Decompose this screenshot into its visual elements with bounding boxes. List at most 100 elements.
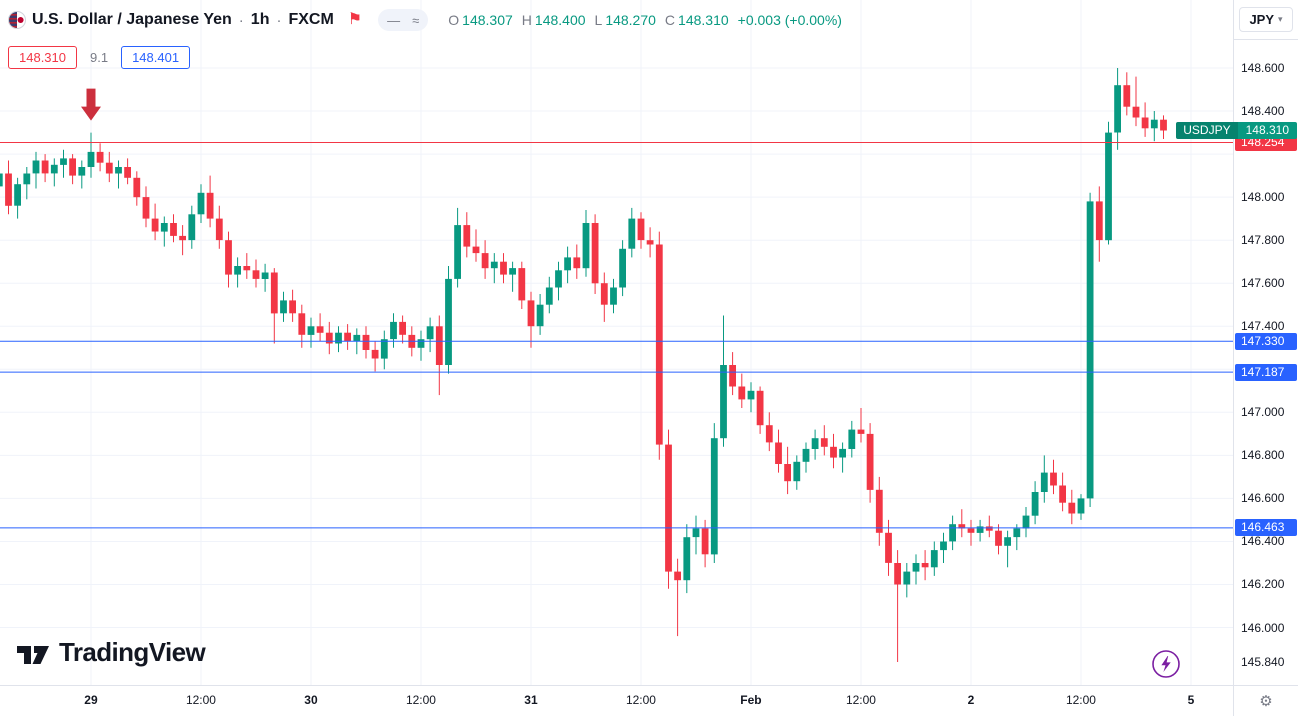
candle-body <box>628 218 636 249</box>
high-value: 148.400 <box>534 12 586 28</box>
exchange-label[interactable]: FXCM <box>288 11 334 28</box>
candle-body <box>940 541 947 551</box>
last-price-chip[interactable]: USDJPY 148.310 <box>1176 121 1297 139</box>
price-axis[interactable]: JPY ▾ USDJPY 148.310 148.600 148.400 148.0… <box>1176 0 1298 685</box>
candle-body <box>69 158 76 176</box>
candle-body <box>463 225 471 247</box>
sell-arrow-marker[interactable] <box>81 88 101 121</box>
candle-body <box>1095 201 1103 241</box>
candle-body <box>536 304 544 327</box>
candlestick-chart-canvas[interactable] <box>0 0 1233 685</box>
symbol-legend: U.S. Dollar / Japanese Yen · 1h · FXCM ⚑… <box>8 9 842 31</box>
candle-body <box>133 177 141 198</box>
close-value: 148.310 <box>678 12 729 28</box>
candle-body <box>765 425 773 443</box>
candle-body <box>289 300 296 314</box>
chart-pane[interactable] <box>0 0 1233 685</box>
lightning-button[interactable] <box>1151 649 1181 679</box>
time-axis-label: 30 <box>304 693 318 707</box>
candle-body <box>160 223 168 232</box>
price-axis-label: 148.600 <box>1241 61 1285 75</box>
candle-body <box>701 528 709 555</box>
candle-body <box>848 429 856 449</box>
price-axis-header: JPY ▾ <box>1234 0 1298 40</box>
candle-body <box>124 167 131 178</box>
candle-body <box>839 448 846 458</box>
time-axis-label: 12:00 <box>185 693 216 707</box>
candle-body <box>243 266 251 271</box>
chevron-down-icon: ▾ <box>1278 14 1283 24</box>
ohlc-readout: O 148.307 H 148.400 L 148.270 C 148.310 … <box>448 12 842 28</box>
flag-marker-icon[interactable]: ⚑ <box>347 11 363 28</box>
candle-body <box>1141 117 1149 129</box>
candle-body <box>270 272 278 314</box>
candle-body <box>637 218 645 241</box>
limit-price-box[interactable]: 148.401 <box>121 46 191 69</box>
price-level-chip[interactable]: 147.330 <box>1235 332 1297 350</box>
price-axis-label: 146.200 <box>1241 577 1285 592</box>
candle-body <box>1077 498 1085 514</box>
candle-body <box>1114 85 1121 133</box>
candle-body <box>234 266 241 275</box>
candle-body <box>1040 472 1048 492</box>
candle-body <box>179 235 186 241</box>
candle-body <box>738 386 746 400</box>
candle-body <box>197 192 205 215</box>
candle-body <box>1068 502 1076 514</box>
candle-body <box>142 197 150 219</box>
candle-body <box>610 287 617 305</box>
candle-body <box>949 524 956 542</box>
price-axis-label: 146.000 <box>1241 620 1285 635</box>
gear-icon[interactable]: ⚙ <box>1259 693 1273 710</box>
candle-body <box>60 158 67 165</box>
candle-body <box>866 433 874 490</box>
candle-body <box>756 390 764 426</box>
low-label: L <box>594 12 603 28</box>
time-axis[interactable]: 29 12:00 30 12:00 31 12:00 Feb 12:00 2 12:00 5 <box>0 685 1233 716</box>
candle-body <box>976 526 984 533</box>
candle-body <box>1050 472 1057 486</box>
legend-separator: · <box>276 11 282 29</box>
tradingview-logo[interactable]: TradingView <box>16 637 206 668</box>
candle-body <box>426 326 434 340</box>
candle-body <box>720 365 727 439</box>
candle-body <box>600 283 608 305</box>
candle-body <box>655 244 663 445</box>
symbol-title[interactable]: U.S. Dollar / Japanese Yen <box>32 11 232 28</box>
candle-body <box>527 300 535 327</box>
candle-body <box>298 313 306 335</box>
candle-body <box>50 164 58 174</box>
candle-body <box>490 261 498 269</box>
candle-body <box>1059 485 1066 503</box>
price-level-chip[interactable]: 147.187 <box>1235 363 1297 381</box>
candle-body <box>371 349 379 359</box>
candle-body <box>830 446 837 458</box>
change-value: +0.003 (+0.00%) <box>737 12 842 28</box>
candle-body <box>958 524 966 529</box>
order-widget: 148.310 9.1 148.401 <box>8 46 191 69</box>
candle-body <box>930 550 938 568</box>
stop-price-box[interactable]: 148.310 <box>8 46 77 69</box>
candle-body <box>23 173 31 185</box>
last-price-symbol-label: USDJPY <box>1176 121 1238 139</box>
currency-selector-button[interactable]: JPY ▾ <box>1239 7 1293 32</box>
bolt-icon <box>1152 650 1180 678</box>
visibility-toggle-icon[interactable]: — <box>387 12 401 28</box>
interval-label[interactable]: 1h <box>250 11 270 28</box>
close-label: C <box>664 12 676 28</box>
candle-body <box>775 442 782 464</box>
candle-body <box>793 461 801 482</box>
price-axis-label: 148.400 <box>1241 104 1285 119</box>
candle-body <box>665 444 672 572</box>
candle-body <box>894 563 901 585</box>
price-level-chip[interactable]: 146.463 <box>1235 519 1297 537</box>
candle-body <box>261 272 269 279</box>
candle-body <box>435 326 443 365</box>
time-axis-label: 12:00 <box>625 693 656 707</box>
time-axis-label: 12:00 <box>845 693 876 707</box>
similar-wave-icon[interactable]: ≈ <box>412 12 420 28</box>
candle-body <box>115 167 122 174</box>
candle-body <box>1160 119 1167 131</box>
time-axis-label: 2 <box>967 693 975 707</box>
price-axis-label: 147.600 <box>1241 276 1285 291</box>
